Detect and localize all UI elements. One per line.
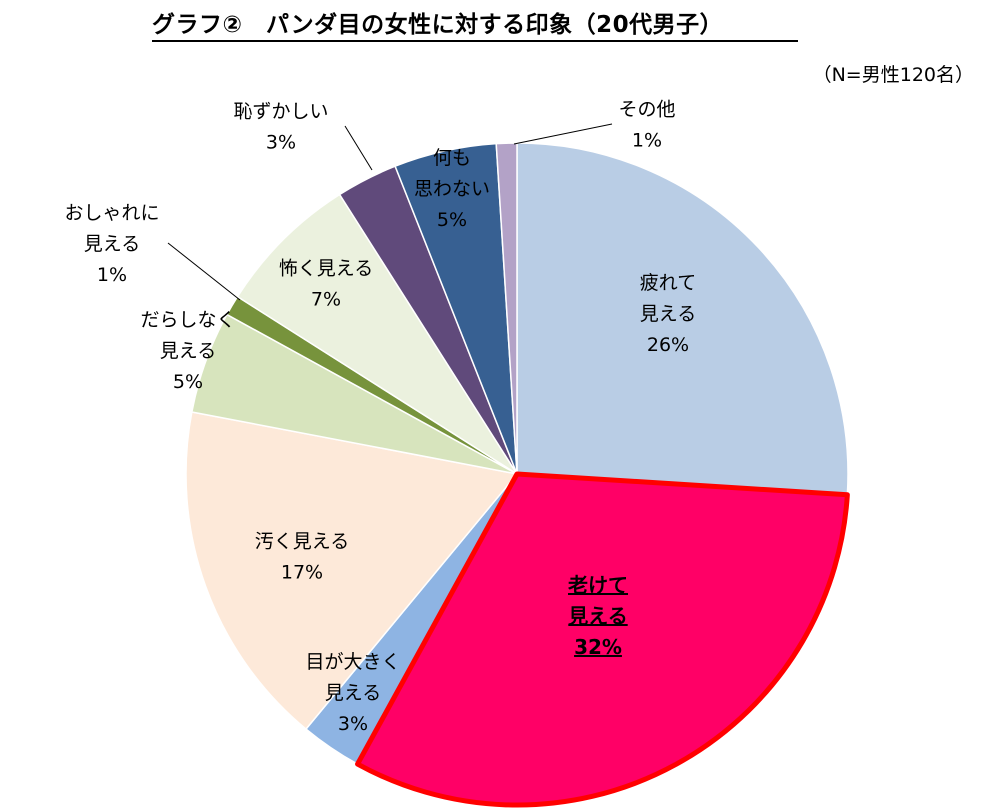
slice-label-9: その他 1% (618, 99, 675, 152)
leader-line-7 (344, 125, 373, 171)
pie-slice-3 (185, 411, 519, 731)
slice-label-0: 疲れて見える 26% (640, 272, 696, 356)
title-underline (152, 40, 798, 42)
pie-slice-6 (236, 193, 518, 475)
leader-line-5 (167, 242, 241, 301)
pie-slice-1 (355, 471, 850, 808)
slice-label-5: おしゃれに見える 1% (64, 202, 159, 286)
slice-label-1: 老けて見える 32% (568, 573, 628, 659)
pie-slices (185, 142, 850, 808)
slice-label-8: 何も思わない 5% (414, 147, 490, 231)
sample-size-note: （N=男性120名） (812, 64, 974, 86)
slice-label-4: だらしなく見える 5% (140, 309, 235, 393)
pie-slice-0 (516, 142, 849, 496)
slice-label-6: 怖く見える 7% (279, 258, 373, 311)
leader-line-9 (513, 123, 613, 145)
slice-label-3: 汚く見える 17% (255, 531, 349, 584)
leader-lines (167, 123, 613, 301)
slice-label-2: 目が大きく見える 3% (305, 651, 400, 735)
chart-title: グラフ② パンダ目の女性に対する印象（20代男子） (152, 12, 724, 38)
slice-label-7: 恥ずかしい 3% (233, 101, 328, 154)
slice-labels: 疲れて見える 26% 老けて見える 32% 目が大きく見える 3% 汚く見える 17% だらしな… (64, 99, 696, 736)
